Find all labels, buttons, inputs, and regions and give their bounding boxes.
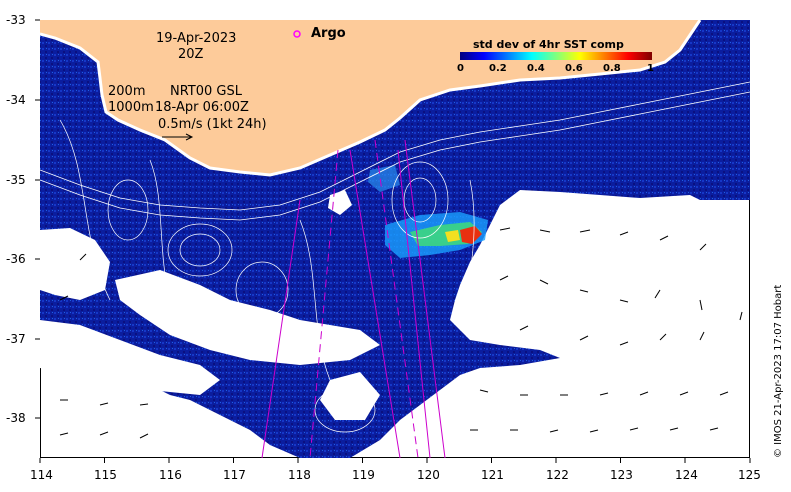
y-tick-label: -36 <box>6 252 26 266</box>
hot-spot <box>460 226 482 244</box>
depth-label-1000: 1000m <box>108 100 154 115</box>
x-tick-label: 115 <box>94 468 117 482</box>
legend-colorbar <box>460 52 652 60</box>
argo-marker <box>293 30 301 38</box>
product-label: NRT00 GSL <box>170 84 242 99</box>
argo-label: Argo <box>311 26 346 41</box>
y-tick-label: -34 <box>6 93 26 107</box>
x-tick-label: 116 <box>159 468 182 482</box>
product-date-label: 18-Apr 06:00Z <box>155 100 249 115</box>
x-tick-label: 124 <box>675 468 698 482</box>
depth-label-200: 200m <box>108 84 146 99</box>
x-tick-label: 120 <box>417 468 440 482</box>
legend-title: std dev of 4hr SST comp <box>473 38 624 51</box>
y-tick-label: -35 <box>6 173 26 187</box>
legend-tick: 1 <box>647 63 654 74</box>
bathymetry-200m <box>40 81 750 211</box>
x-tick-label: 122 <box>546 468 569 482</box>
satellite-tracks <box>261 139 446 458</box>
axis-ticks <box>35 19 751 463</box>
y-tick-label: -38 <box>6 411 26 425</box>
scale-arrow <box>162 133 194 141</box>
legend-tick: 0.4 <box>527 63 545 74</box>
high-variance-patch <box>368 165 400 192</box>
color-legend: std dev of 4hr SST comp 0 0.2 0.4 0.6 0.… <box>455 38 660 82</box>
x-tick-label: 118 <box>288 468 311 482</box>
coastline <box>40 20 702 177</box>
cloud-patch <box>40 320 220 395</box>
legend-tick: 0.6 <box>565 63 583 74</box>
legend-tick: 0 <box>457 63 464 74</box>
date-label: 19-Apr-2023 <box>156 31 237 46</box>
current-vectors <box>59 227 743 439</box>
cloud-patch <box>40 228 110 300</box>
vector-scale-label: 0.5m/s (1kt 24h) <box>158 117 267 132</box>
cloud-patch <box>320 372 380 420</box>
x-tick-label: 121 <box>481 468 504 482</box>
y-tick-label: -33 <box>6 13 26 27</box>
sea-level-contours <box>59 119 475 433</box>
x-tick-label: 114 <box>30 468 53 482</box>
legend-tick: 0.2 <box>489 63 507 74</box>
x-tick-label: 123 <box>610 468 633 482</box>
cloud-patch <box>115 270 380 365</box>
hot-spot <box>445 230 460 242</box>
x-tick-label: 117 <box>223 468 246 482</box>
credit-label: © IMOS 21-Apr-2023 17:07 Hobart <box>773 284 784 458</box>
time-label: 20Z <box>178 47 204 62</box>
x-tick-label: 125 <box>738 468 761 482</box>
x-tick-label: 119 <box>352 468 375 482</box>
y-tick-label: -37 <box>6 332 26 346</box>
legend-tick: 0.8 <box>603 63 621 74</box>
